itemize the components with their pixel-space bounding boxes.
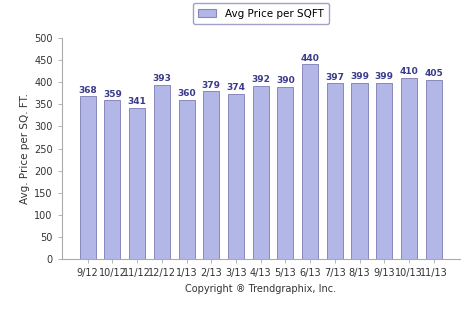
Text: 410: 410: [400, 67, 419, 76]
Bar: [203, 91, 219, 259]
Text: 397: 397: [325, 73, 344, 82]
Text: 360: 360: [177, 89, 196, 98]
X-axis label: Copyright ® Trendgraphix, Inc.: Copyright ® Trendgraphix, Inc.: [185, 284, 336, 294]
Bar: [179, 100, 195, 259]
Text: 374: 374: [227, 83, 246, 92]
Bar: [154, 85, 170, 259]
Text: 392: 392: [251, 75, 270, 84]
Text: 379: 379: [202, 81, 221, 90]
Text: 390: 390: [276, 76, 295, 85]
Bar: [129, 108, 145, 259]
Bar: [80, 96, 96, 259]
Y-axis label: Avg. Price per SQ. FT.: Avg. Price per SQ. FT.: [20, 93, 30, 204]
Bar: [302, 64, 318, 259]
Text: 399: 399: [375, 72, 394, 81]
Bar: [104, 100, 120, 259]
Bar: [426, 80, 442, 259]
Text: 341: 341: [128, 98, 146, 106]
Bar: [401, 78, 417, 259]
Bar: [228, 94, 244, 259]
Bar: [253, 86, 269, 259]
Bar: [352, 82, 367, 259]
Bar: [327, 83, 343, 259]
Text: 405: 405: [424, 69, 443, 78]
Legend: Avg Price per SQFT: Avg Price per SQFT: [192, 3, 329, 24]
Text: 399: 399: [350, 72, 369, 81]
Text: 359: 359: [103, 89, 122, 99]
Text: 440: 440: [301, 54, 319, 63]
Bar: [277, 87, 293, 259]
Text: 393: 393: [153, 75, 171, 83]
Text: 368: 368: [78, 86, 97, 94]
Bar: [376, 82, 392, 259]
